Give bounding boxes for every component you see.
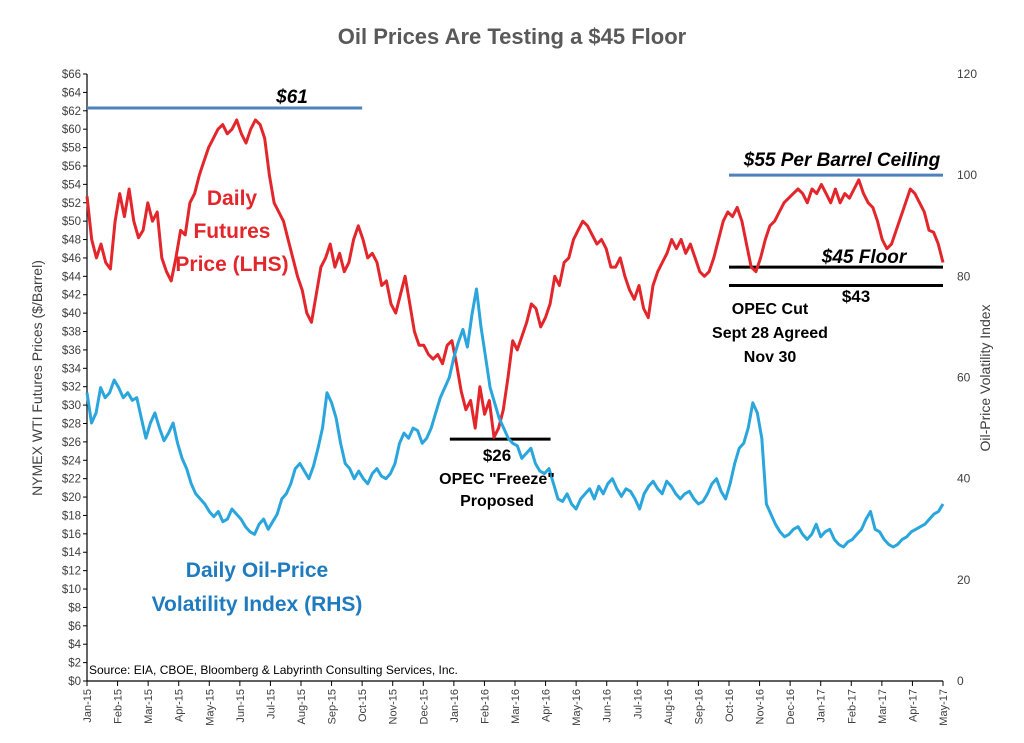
x-tick-label: May-17 xyxy=(938,689,950,726)
annotation-freeze-2: Proposed xyxy=(460,493,534,510)
right-tick-label: 0 xyxy=(957,674,964,688)
ref-label-61: $61 xyxy=(275,87,308,108)
annotation-freeze-1: OPEC "Freeze" xyxy=(439,471,555,488)
ref-label-ceiling: $55 Per Barrel Ceiling xyxy=(743,150,941,171)
left-tick-label: $28 xyxy=(62,418,81,430)
x-tick-label: Jul-16 xyxy=(632,689,644,719)
left-axis-label: NYMEX WTI Futures Prices ($/Barrel) xyxy=(29,260,45,496)
left-axis-ticks: $0 $2 $4 $6 $8 $10 $12 $14 $16 $18 $20 $22 $24 $26 $28… xyxy=(62,69,87,688)
x-tick-label: Feb-15 xyxy=(113,689,125,724)
left-tick-label: $38 xyxy=(62,327,81,339)
left-tick-label: $0 xyxy=(68,676,81,688)
left-tick-label: $32 xyxy=(62,382,81,394)
right-tick-label: 20 xyxy=(957,573,971,587)
right-tick-label: 60 xyxy=(957,371,971,385)
left-tick-label: $22 xyxy=(62,474,81,486)
x-tick-label: Apr-17 xyxy=(907,689,919,722)
x-tick-label: Jul-15 xyxy=(265,689,277,719)
left-tick-label: $60 xyxy=(62,124,81,136)
left-tick-label: $58 xyxy=(62,143,81,155)
x-tick-label: Oct-16 xyxy=(724,689,736,722)
x-tick-label: Mar-17 xyxy=(877,689,889,724)
x-tick-label: Jun-16 xyxy=(602,689,614,723)
x-tick-label: Apr-16 xyxy=(541,689,553,722)
left-tick-label: $24 xyxy=(62,455,82,467)
left-tick-label: $34 xyxy=(62,363,82,375)
x-tick-label: May-15 xyxy=(204,689,216,726)
annotation-futures: Futures xyxy=(193,220,270,243)
left-tick-label: $64 xyxy=(62,87,82,99)
ref-label-floor: $45 Floor xyxy=(821,247,908,268)
x-tick-label: Nov-15 xyxy=(388,689,400,724)
left-tick-label: $20 xyxy=(62,492,81,504)
left-tick-label: $46 xyxy=(62,253,81,265)
ref-label-43: $43 xyxy=(842,287,870,306)
left-tick-label: $4 xyxy=(68,639,81,651)
x-tick-label: Jan-17 xyxy=(816,689,828,723)
price-series-line xyxy=(85,118,945,439)
left-tick-label: $56 xyxy=(62,161,81,173)
right-axis-ticks: 0 20 40 60 80 100 120 xyxy=(957,67,977,688)
annotation-opec-cut-3: Nov 30 xyxy=(744,349,797,366)
x-tick-label: Apr-15 xyxy=(174,689,186,722)
x-tick-label: Feb-16 xyxy=(479,689,491,724)
left-tick-label: $8 xyxy=(68,602,81,614)
left-tick-label: $50 xyxy=(62,216,81,228)
right-tick-label: 80 xyxy=(957,269,971,283)
x-tick-label: Sep-16 xyxy=(693,689,705,724)
annotation-opec-cut-2: Sept 28 Agreed xyxy=(712,325,828,342)
x-tick-label: Feb-17 xyxy=(846,689,858,724)
right-tick-label: 100 xyxy=(957,168,977,182)
x-tick-label: Mar-16 xyxy=(510,689,522,724)
left-tick-label: $66 xyxy=(62,69,81,81)
left-tick-label: $48 xyxy=(62,235,81,247)
left-tick-label: $14 xyxy=(62,547,82,559)
annotation-daily: Daily xyxy=(207,187,258,210)
left-tick-label: $44 xyxy=(62,271,82,283)
right-axis-label: Oil-Price Volatility Index xyxy=(977,304,993,451)
right-tick-label: 120 xyxy=(957,67,977,81)
chart-title: Oil Prices Are Testing a $45 Floor xyxy=(338,24,687,49)
x-tick-label: Aug-16 xyxy=(663,689,675,724)
x-tick-label: Dec-16 xyxy=(785,689,797,724)
left-tick-label: $6 xyxy=(68,621,81,633)
source-note: Source: EIA, CBOE, Bloomberg & Labyrinth… xyxy=(89,663,458,677)
x-tick-label: Dec-15 xyxy=(418,689,430,724)
annotation-vol-2: Volatility Index (RHS) xyxy=(152,593,363,616)
reference-lines xyxy=(87,106,943,441)
left-tick-label: $54 xyxy=(62,179,82,191)
left-tick-label: $26 xyxy=(62,437,81,449)
left-tick-label: $18 xyxy=(62,510,81,522)
x-tick-label: Jun-15 xyxy=(235,689,247,723)
left-tick-label: $10 xyxy=(62,584,81,596)
x-tick-label: Jan-15 xyxy=(82,689,94,723)
ref-label-26: $26 xyxy=(483,446,511,465)
x-axis-ticks: Jan-15 Feb-15 Mar-15 Apr-15 May-15 Jun-15 Jul-… xyxy=(82,681,950,726)
left-tick-label: $42 xyxy=(62,290,81,302)
left-tick-label: $40 xyxy=(62,308,81,320)
left-tick-label: $12 xyxy=(62,566,81,578)
left-tick-label: $16 xyxy=(62,529,81,541)
annotation-opec-cut-1: OPEC Cut xyxy=(732,301,809,318)
x-tick-label: May-16 xyxy=(571,689,583,726)
x-tick-label: Sep-15 xyxy=(327,689,339,724)
x-tick-label: Jan-16 xyxy=(449,689,461,723)
left-tick-label: $30 xyxy=(62,400,81,412)
annotation-vol-1: Daily Oil-Price xyxy=(186,559,328,582)
x-tick-label: Aug-15 xyxy=(296,689,308,724)
right-tick-label: 40 xyxy=(957,472,971,486)
x-tick-label: Mar-15 xyxy=(143,689,155,724)
left-tick-label: $2 xyxy=(68,658,81,670)
annotation-price-lhs: Price (LHS) xyxy=(175,253,288,276)
x-tick-label: Nov-16 xyxy=(755,689,767,724)
series-lines xyxy=(85,118,945,549)
left-tick-label: $36 xyxy=(62,345,81,357)
left-tick-label: $62 xyxy=(62,106,81,118)
left-tick-label: $52 xyxy=(62,198,81,210)
x-tick-label: Oct-15 xyxy=(357,689,369,722)
volatility-series-line xyxy=(85,287,945,549)
